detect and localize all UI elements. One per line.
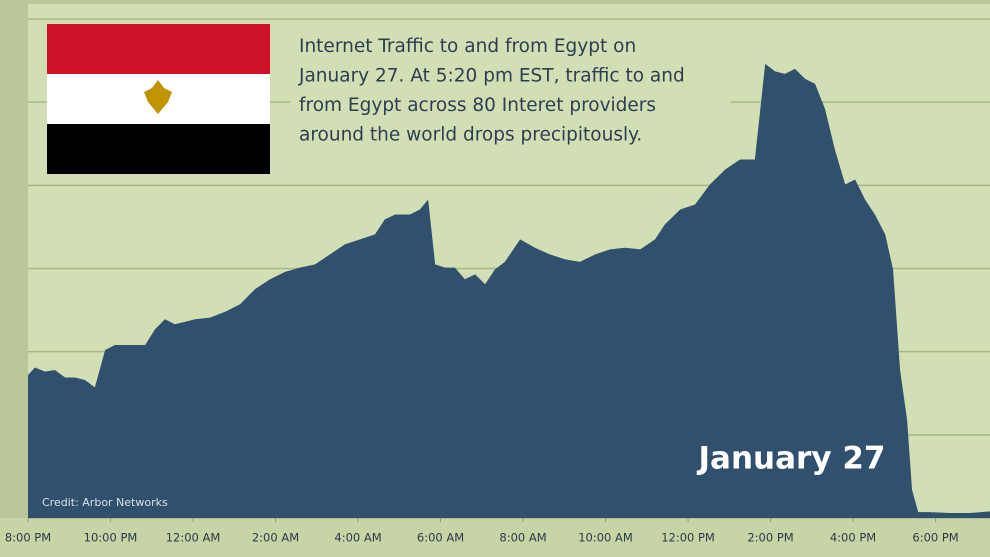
x-tick-label: 4:00 AM	[334, 531, 381, 545]
x-tick-label: 6:00 AM	[417, 531, 464, 545]
annotation: Internet Traffic to and from Egypt on Jan…	[298, 36, 685, 146]
traffic-area	[28, 63, 990, 518]
x-tick-label: 8:00 PM	[5, 531, 51, 545]
flag-red	[47, 24, 270, 74]
annotation-line: January 27. At 5:20 pm EST, traffic to a…	[298, 66, 685, 87]
annotation-line: around the world drops precipitously.	[299, 125, 642, 146]
x-tick-label: 8:00 AM	[499, 531, 546, 545]
x-tick-label: 12:00 AM	[166, 531, 221, 545]
annotation-box	[290, 28, 730, 152]
annotation-line: Internet Traffic to and from Egypt on	[299, 36, 636, 57]
flag-eagle	[144, 80, 172, 114]
x-tick-label: 6:00 PM	[912, 531, 958, 545]
marks	[28, 63, 990, 518]
credit: Credit: Arbor Networks	[42, 496, 168, 509]
x-tick-label: 4:00 PM	[830, 531, 876, 545]
x-axis-band	[0, 518, 990, 557]
x-tick-label: 12:00 PM	[661, 531, 715, 545]
x-tick-label: 2:00 PM	[747, 531, 793, 545]
egypt-flag	[47, 24, 270, 174]
annotation-line: from Egypt across 80 Interet providers	[299, 95, 656, 116]
x-tick-label: 10:00 PM	[84, 531, 138, 545]
flag-black	[47, 124, 270, 174]
date-label: January 27	[697, 441, 886, 477]
x-tick-label: 10:00 AM	[578, 531, 633, 545]
x-tick-label: 2:00 AM	[252, 531, 299, 545]
